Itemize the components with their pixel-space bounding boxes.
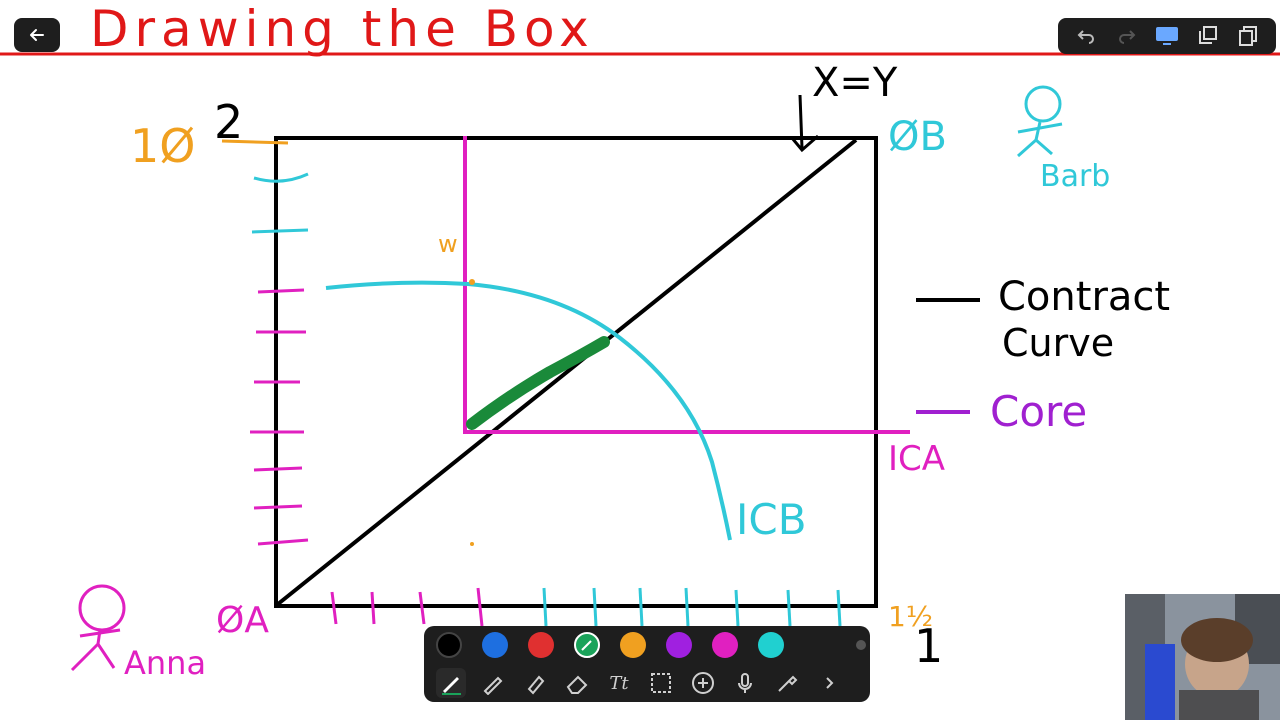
undo-icon <box>1077 30 1095 44</box>
text-tool-label: Tt <box>609 672 629 694</box>
chevron-right-icon <box>826 677 834 689</box>
redo-button[interactable] <box>1112 21 1142 51</box>
bottom-tick-cyan-4 <box>684 587 690 627</box>
bottom-tick-magenta-4 <box>476 587 484 627</box>
origin-b-label: ØB <box>888 114 947 160</box>
xy-arrow <box>790 94 819 153</box>
webcam-overlay <box>1125 594 1280 720</box>
top-right-toolbar <box>1058 18 1276 54</box>
back-arrow-icon <box>30 29 44 41</box>
highlighter-icon <box>527 675 545 695</box>
bottom-tick-magenta-3 <box>418 591 426 625</box>
presenter-video-frame <box>1125 594 1280 720</box>
eyedropper-icon <box>778 675 798 692</box>
bottom-tick-cyan-3 <box>638 587 644 627</box>
pages-button[interactable] <box>1233 21 1263 51</box>
orange-dot-1 <box>469 279 475 285</box>
tool-row: Tt <box>436 668 844 698</box>
redo-icon <box>1118 30 1135 44</box>
left-tick-magenta-6 <box>253 504 303 510</box>
microphone-tool[interactable] <box>730 668 760 698</box>
orange-scribble: w <box>438 230 458 258</box>
core-highlight <box>466 336 610 430</box>
page-title: Drawing the Box <box>90 0 595 58</box>
edgeworth-box <box>274 136 878 608</box>
top-left-orange-mark <box>221 139 289 145</box>
highlighter-tool[interactable] <box>520 668 550 698</box>
barb-stick-figure <box>1017 85 1063 158</box>
eyedropper-tool[interactable] <box>772 668 802 698</box>
color-swatch-red[interactable] <box>528 632 554 658</box>
more-tools-button[interactable] <box>814 668 844 698</box>
ic-b-curve <box>325 280 732 541</box>
eraser-icon <box>566 675 588 694</box>
ica-label: ICA <box>888 439 945 479</box>
more-colors-dot[interactable] <box>856 640 866 650</box>
color-swatches <box>436 632 784 658</box>
bottom-right-prefix: 1½ <box>888 600 933 633</box>
orange-dot-2 <box>470 542 474 546</box>
back-button[interactable] <box>14 18 60 52</box>
color-swatch-black[interactable] <box>436 632 462 658</box>
xy-label: X=Y <box>812 60 898 106</box>
pages-icon <box>1238 26 1257 46</box>
bottom-tick-cyan-5 <box>734 589 740 627</box>
bottom-right-value: 1 <box>914 619 943 673</box>
top-left-prefix: 1Ø <box>130 119 195 173</box>
microphone-icon <box>738 673 752 693</box>
pen-icon <box>442 677 461 695</box>
eraser-tool[interactable] <box>562 668 592 698</box>
pen-check-icon <box>581 640 592 651</box>
anna-label: Anna <box>124 644 206 682</box>
bottom-tick-magenta-2 <box>370 591 376 625</box>
contract-curve-line <box>276 138 858 606</box>
left-tick-magenta-7 <box>257 538 309 546</box>
bottom-tick-cyan-1 <box>542 587 548 627</box>
barb-label: Barb <box>1040 159 1110 194</box>
drawing-toolbar: Tt <box>424 626 870 702</box>
pencil-icon <box>483 676 503 695</box>
left-tick-magenta-1 <box>257 288 305 294</box>
left-tick-cyan-1 <box>253 172 309 183</box>
bottom-tick-magenta-1 <box>330 591 338 625</box>
selection-icon <box>651 673 671 693</box>
color-swatch-blue[interactable] <box>482 632 508 658</box>
ic-a-curve <box>463 136 910 434</box>
undo-button[interactable] <box>1071 21 1101 51</box>
legend-contract-text-1: Contract <box>998 274 1170 320</box>
color-swatch-orange[interactable] <box>620 632 646 658</box>
color-swatch-magenta[interactable] <box>712 632 738 658</box>
bottom-tick-cyan-6 <box>786 589 792 627</box>
bottom-tick-cyan-7 <box>836 589 842 627</box>
export-icon <box>1199 26 1218 44</box>
pen-tool[interactable] <box>436 668 466 698</box>
icb-label: ICB <box>736 495 807 544</box>
plus-circle-icon <box>692 672 714 694</box>
pencil-tool[interactable] <box>478 668 508 698</box>
selection-tool[interactable] <box>646 668 676 698</box>
legend-core-text: Core <box>990 387 1087 436</box>
color-swatch-purple[interactable] <box>666 632 692 658</box>
color-swatch-cyan[interactable] <box>758 632 784 658</box>
text-tool[interactable]: Tt <box>604 668 634 698</box>
left-tick-magenta-5 <box>253 466 303 472</box>
present-button[interactable] <box>1152 21 1182 51</box>
export-button[interactable] <box>1192 21 1222 51</box>
monitor-icon <box>1155 27 1178 45</box>
anna-stick-figure <box>70 584 126 672</box>
legend-contract-text-2: Curve <box>1002 321 1114 365</box>
add-tool[interactable] <box>688 668 718 698</box>
color-swatch-green[interactable] <box>574 632 600 658</box>
origin-a-label: ØA <box>216 600 269 641</box>
bottom-tick-cyan-2 <box>592 587 598 627</box>
left-tick-cyan-2 <box>251 228 309 234</box>
